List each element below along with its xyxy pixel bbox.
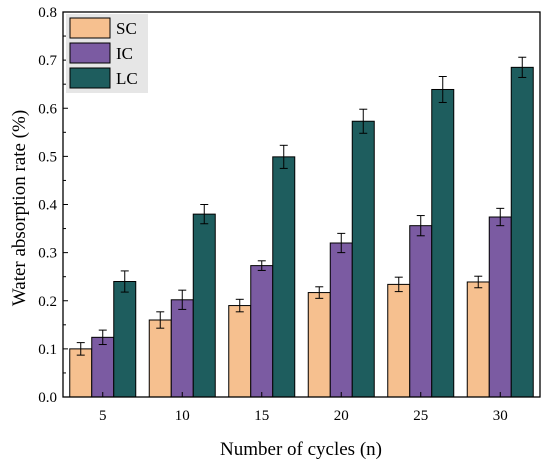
bar xyxy=(272,156,296,398)
bar xyxy=(148,319,172,398)
plot-area: 0.0 0.1 0.2 0.3 0.4 0.5 0.6 0.7 0.8 5 10 15 20 25 30 SC… xyxy=(38,5,541,424)
bar xyxy=(250,265,274,398)
y-tick-label: 0.4 xyxy=(38,198,57,214)
bar xyxy=(307,292,331,398)
legend-label: IC xyxy=(116,44,133,63)
y-tick-label: 0.2 xyxy=(38,294,57,310)
bar xyxy=(69,348,93,398)
y-axis-title: Water absorption rate (%) xyxy=(9,110,30,306)
y-tick-label: 0.1 xyxy=(38,342,57,358)
bar xyxy=(170,299,194,398)
legend-swatch xyxy=(69,42,111,64)
bar xyxy=(466,281,490,398)
bar xyxy=(228,305,252,398)
bar xyxy=(329,242,353,398)
x-tick-label: 15 xyxy=(254,408,269,424)
y-tick-label: 0.8 xyxy=(38,5,57,21)
x-tick-label: 20 xyxy=(334,408,349,424)
x-tick-label: 30 xyxy=(493,408,508,424)
legend-label: SC xyxy=(116,19,137,38)
y-tick-label: 0.7 xyxy=(38,53,57,69)
x-axis-title: Number of cycles (n) xyxy=(220,439,382,460)
y-tick-label: 0.5 xyxy=(38,149,57,165)
bar xyxy=(488,216,512,398)
bar xyxy=(387,283,411,398)
y-tick-label: 0.3 xyxy=(38,246,57,262)
legend-swatch xyxy=(69,67,111,89)
x-tick-label: 25 xyxy=(413,408,428,424)
x-tick-label: 10 xyxy=(175,408,190,424)
bar xyxy=(192,213,216,398)
legend-label: LC xyxy=(116,69,138,88)
legend-swatch xyxy=(69,17,111,39)
bar xyxy=(91,336,115,398)
bar xyxy=(351,120,375,398)
bar xyxy=(510,66,534,398)
bar xyxy=(431,88,455,398)
y-tick-label: 0.0 xyxy=(38,390,57,406)
bar xyxy=(113,281,137,398)
bar xyxy=(409,225,433,398)
x-tick-label: 5 xyxy=(99,408,107,424)
y-tick-label: 0.6 xyxy=(38,101,57,117)
